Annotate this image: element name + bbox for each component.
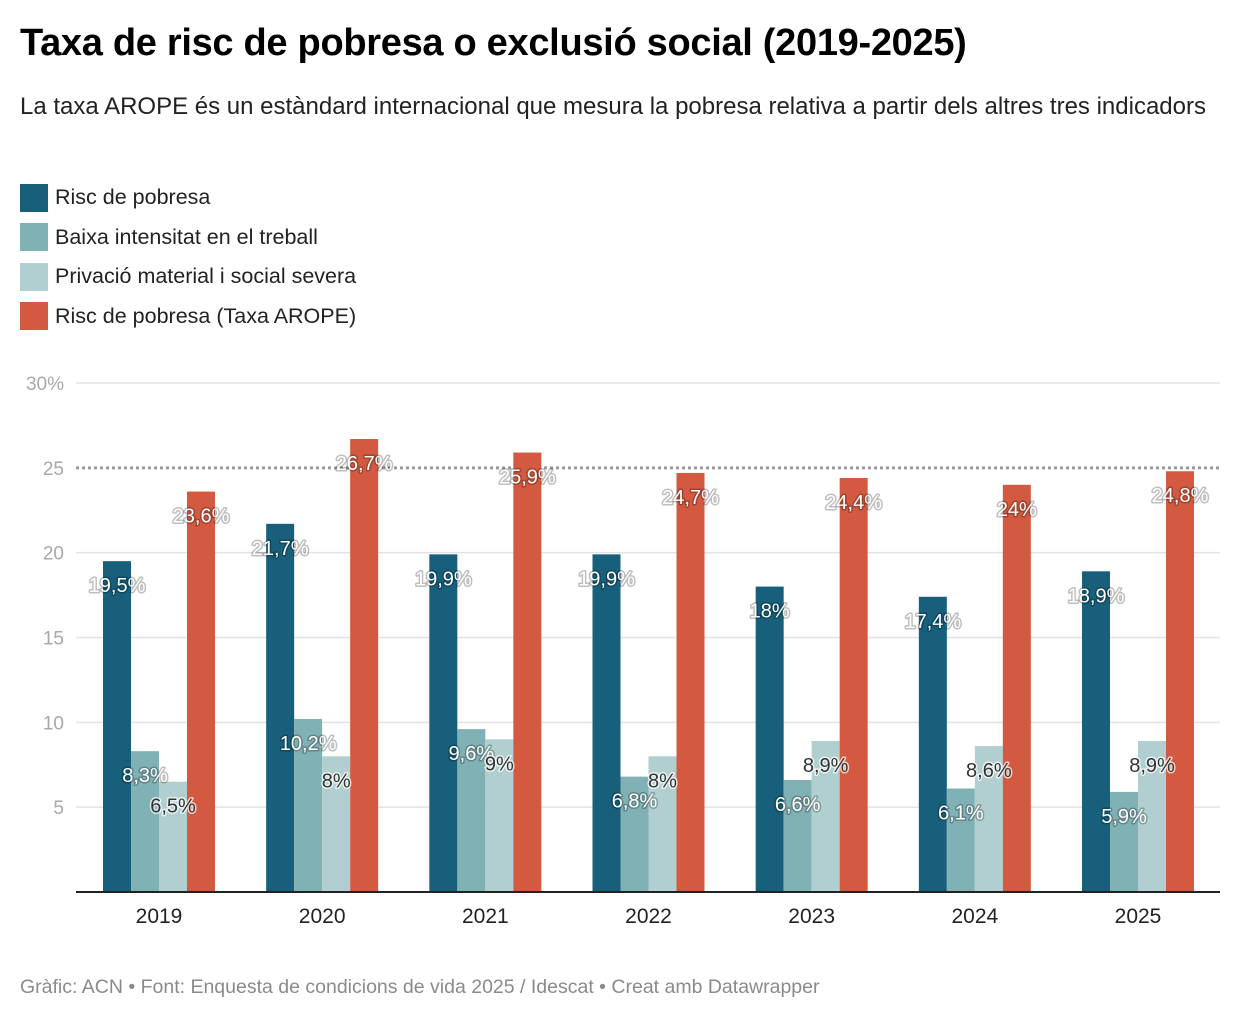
- bar: [266, 523, 295, 892]
- bar: [187, 491, 215, 892]
- bar: [485, 739, 514, 892]
- x-tick-label: 2025: [1115, 905, 1162, 928]
- bar: [839, 478, 868, 892]
- chart-title: Taxa de risc de pobresa o exclusió socia…: [20, 22, 967, 64]
- data-label: 19,5%: [89, 575, 146, 597]
- bar: [974, 746, 1003, 892]
- bar: [811, 740, 840, 892]
- y-tick-label: 30%: [26, 374, 64, 395]
- bar: [294, 718, 323, 892]
- data-label: 25,9%: [499, 467, 556, 489]
- gridlines: [76, 382, 1220, 808]
- y-tick-label: 5: [53, 798, 64, 819]
- bar: [755, 586, 784, 892]
- data-label: 6,5%: [150, 796, 196, 818]
- x-tick-label: 2020: [299, 905, 346, 928]
- legend-item-baixa-intensitat: Baixa intensitat en el treball: [20, 218, 356, 258]
- data-label: 17,4%: [904, 611, 961, 633]
- bar: [918, 596, 947, 892]
- data-label: 24,4%: [825, 492, 882, 514]
- bar: [1082, 571, 1110, 892]
- data-label: 8,3%: [122, 765, 168, 787]
- y-tick-label: 20: [43, 544, 64, 565]
- bar: [1002, 484, 1031, 892]
- legend-swatch: [20, 302, 48, 331]
- bar: [159, 781, 187, 892]
- data-label: 6,6%: [775, 794, 821, 816]
- bar: [1138, 740, 1166, 892]
- legend-item-taxa-arope: Risc de pobresa (Taxa AROPE): [20, 297, 356, 337]
- data-label: 8,9%: [1129, 755, 1175, 777]
- y-tick-label: 15: [43, 629, 64, 650]
- data-label: 24,8%: [1152, 485, 1209, 507]
- bar: [103, 561, 131, 892]
- bar: [429, 554, 458, 892]
- bar: [1166, 471, 1194, 892]
- data-label: 8,6%: [966, 760, 1012, 782]
- data-label: 10,2%: [280, 733, 337, 755]
- x-tick-label: 2019: [136, 905, 183, 928]
- bar: [457, 729, 486, 892]
- bar: [946, 788, 975, 892]
- chart-footer: Gràfic: ACN • Font: Enquesta de condicio…: [20, 976, 820, 998]
- data-label: 18,9%: [1068, 585, 1125, 607]
- bar: [676, 472, 705, 892]
- y-tick-label: 25: [43, 459, 64, 480]
- data-label: 21,7%: [252, 538, 309, 560]
- data-label: 19,9%: [578, 568, 635, 590]
- bar: [592, 554, 621, 892]
- legend-swatch: [20, 262, 48, 291]
- chart-subtitle: La taxa AROPE és un estàndard internacio…: [20, 93, 1206, 120]
- bars: [103, 438, 1194, 892]
- x-tick-label: 2024: [951, 905, 998, 928]
- data-label: 19,9%: [415, 568, 472, 590]
- legend: Risc de pobresa Baixa intensitat en el t…: [20, 178, 356, 336]
- data-label: 5,9%: [1101, 806, 1147, 828]
- bar: [131, 751, 159, 892]
- legend-label: Baixa intensitat en el treball: [55, 224, 318, 249]
- data-label: 24%: [997, 499, 1037, 521]
- legend-label: Privació material i social severa: [55, 264, 357, 289]
- data-label: 18%: [750, 601, 790, 623]
- legend-item-privacio-material: Privació material i social severa: [20, 257, 356, 297]
- bar: [513, 452, 542, 892]
- legend-label: Risc de pobresa (Taxa AROPE): [55, 303, 357, 328]
- data-label: 23,6%: [173, 506, 230, 528]
- data-label: 6,1%: [938, 803, 984, 825]
- bar: [648, 756, 677, 892]
- x-tick-label: 2023: [788, 905, 835, 928]
- data-label: 6,8%: [612, 791, 658, 813]
- bar: [783, 780, 812, 892]
- data-label: 24,7%: [662, 487, 719, 509]
- data-label: 8%: [322, 770, 351, 792]
- bar: [350, 438, 379, 892]
- bar: [620, 776, 649, 892]
- legend-label: Risc de pobresa: [55, 185, 211, 210]
- data-label: 8,9%: [803, 755, 849, 777]
- bar: [322, 756, 351, 892]
- legend-item-risc-de-pobresa: Risc de pobresa: [20, 178, 356, 218]
- legend-swatch: [20, 183, 48, 212]
- data-label: 26,7%: [336, 453, 393, 475]
- bar: [1110, 791, 1138, 892]
- value-labels: 19,5% 8,3% 6,5% 23,6% 21,7% 10,2% 8% 26,7% 19,9%…: [87, 451, 1210, 829]
- data-label: 9%: [485, 753, 514, 775]
- legend-swatch: [20, 223, 48, 252]
- x-tick-label: 2021: [462, 905, 509, 928]
- data-label: 8%: [648, 770, 677, 792]
- data-label: 9,6%: [449, 743, 495, 765]
- y-tick-label: 10: [43, 713, 64, 734]
- x-tick-label: 2022: [625, 905, 672, 928]
